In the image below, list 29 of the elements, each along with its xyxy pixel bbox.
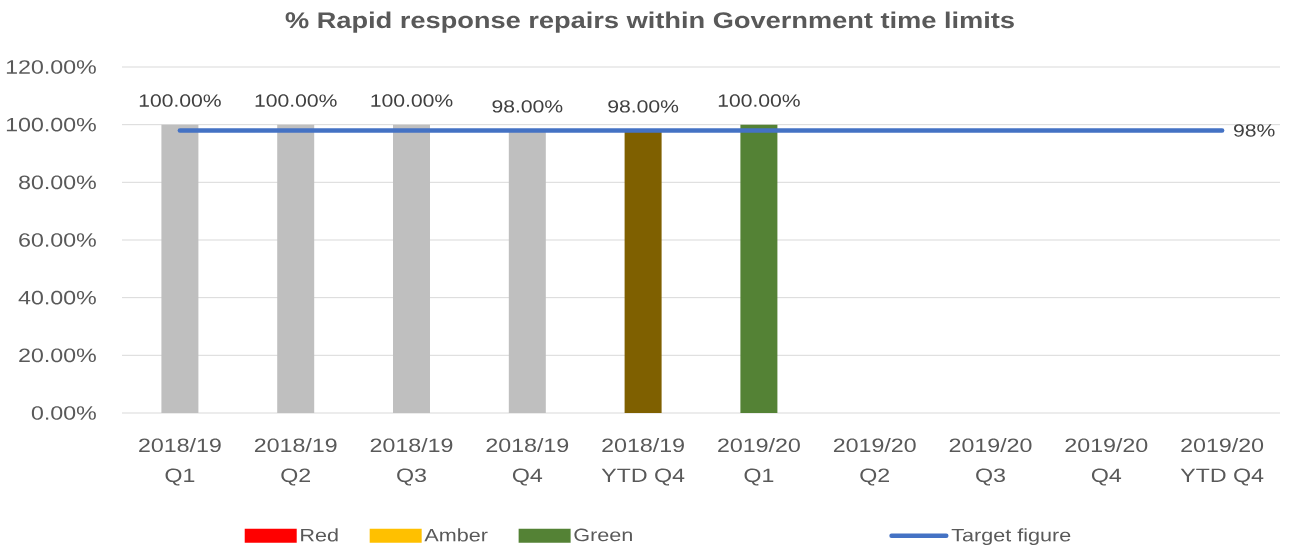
x-tick-label: 2018/19 Q4 bbox=[486, 437, 569, 486]
y-tick-label: 40.00% bbox=[18, 290, 96, 305]
x-tick-label: 2018/19 Q1 bbox=[139, 437, 221, 486]
y-tick-label: 120.00% bbox=[6, 60, 96, 74]
y-tick-label: 80.00% bbox=[19, 175, 96, 190]
legend-label: Red bbox=[301, 528, 338, 542]
data-label: 98.00% bbox=[608, 100, 679, 113]
y-tick-label: 0.00% bbox=[31, 406, 96, 420]
data-label: 100.00% bbox=[139, 94, 221, 107]
data-label: 100.00% bbox=[718, 94, 800, 107]
data-label: 100.00% bbox=[255, 94, 337, 107]
x-tick-label: 2019/20 Q4 bbox=[1065, 437, 1148, 486]
legend-label: Amber bbox=[424, 528, 488, 542]
y-tick-label: 60.00% bbox=[19, 233, 96, 247]
y-tick-label: 20.00% bbox=[19, 348, 96, 363]
x-tick-label: 2018/19 Q2 bbox=[254, 437, 337, 486]
x-tick-label: 2019/20 Q2 bbox=[833, 437, 916, 486]
data-label: 98.00% bbox=[492, 100, 563, 113]
data-label: 100.00% bbox=[371, 94, 453, 107]
x-tick-label: 2019/20 Q1 bbox=[718, 437, 800, 486]
legend-label: Target figure bbox=[951, 528, 1071, 546]
x-tick-label: 2019/20 Q3 bbox=[949, 437, 1032, 486]
x-tick-label: 2018/19 Q3 bbox=[370, 437, 453, 486]
x-tick-label: 2018/19 YTD Q4 bbox=[601, 437, 685, 486]
x-tick-label: 2019/20 YTD Q4 bbox=[1180, 437, 1264, 486]
y-tick-label: 100.00% bbox=[6, 117, 96, 132]
chart-title: % Rapid response repairs within Government time limits bbox=[285, 11, 1014, 33]
legend-label: Green bbox=[574, 528, 632, 542]
data-label: 98% bbox=[1234, 124, 1275, 137]
